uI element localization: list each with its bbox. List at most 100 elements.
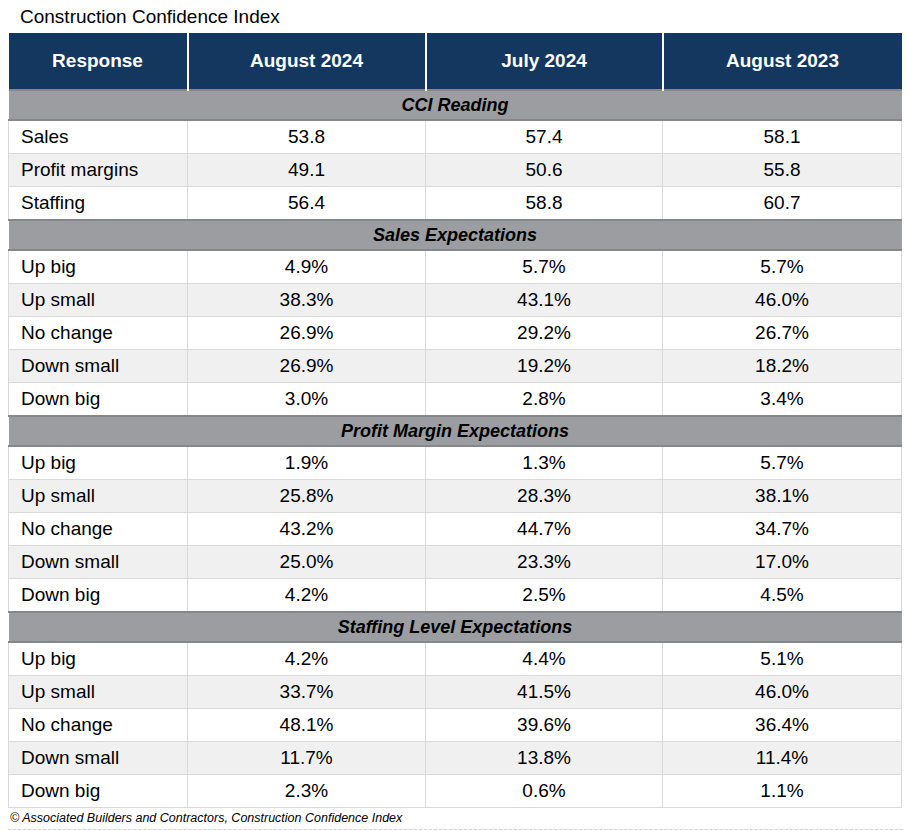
table-row: Down small11.7%13.8%11.4%: [9, 742, 902, 775]
cell-value: 43.1%: [426, 284, 663, 317]
cell-value: 41.5%: [426, 676, 663, 709]
row-label: Down small: [9, 350, 188, 383]
cell-value: 1.3%: [426, 446, 663, 480]
row-label: Up big: [9, 642, 188, 676]
cell-value: 39.6%: [426, 709, 663, 742]
row-label: Up small: [9, 676, 188, 709]
cell-value: 4.9%: [188, 250, 426, 284]
table-row: Staffing56.458.860.7: [9, 187, 902, 221]
row-label: Down small: [9, 546, 188, 579]
row-label: Down small: [9, 742, 188, 775]
row-label: Sales: [9, 120, 188, 154]
cell-value: 5.7%: [663, 250, 902, 284]
table-row: Down small25.0%23.3%17.0%: [9, 546, 902, 579]
column-header: Response: [9, 33, 188, 90]
row-label: Down big: [9, 579, 188, 613]
table-row: Up big4.9%5.7%5.7%: [9, 250, 902, 284]
row-label: Up small: [9, 480, 188, 513]
cell-value: 5.7%: [663, 446, 902, 480]
cell-value: 4.4%: [426, 642, 663, 676]
section-header-row: Staffing Level Expectations: [9, 612, 902, 642]
cell-value: 25.0%: [188, 546, 426, 579]
row-label: No change: [9, 513, 188, 546]
cell-value: 46.0%: [663, 284, 902, 317]
cell-value: 4.5%: [663, 579, 902, 613]
row-label: Down big: [9, 383, 188, 417]
cell-value: 3.4%: [663, 383, 902, 417]
cci-table: ResponseAugust 2024July 2024August 2023 …: [8, 33, 902, 808]
row-label: No change: [9, 709, 188, 742]
section-heading: Profit Margin Expectations: [9, 416, 902, 446]
table-row: Profit margins49.150.655.8: [9, 154, 902, 187]
table-row: Down big4.2%2.5%4.5%: [9, 579, 902, 613]
table-row: Up big4.2%4.4%5.1%: [9, 642, 902, 676]
cell-value: 49.1: [188, 154, 426, 187]
cell-value: 44.7%: [426, 513, 663, 546]
cell-value: 58.1: [663, 120, 902, 154]
table-row: No change48.1%39.6%36.4%: [9, 709, 902, 742]
row-label: No change: [9, 317, 188, 350]
cell-value: 4.2%: [188, 642, 426, 676]
table-row: Down small26.9%19.2%18.2%: [9, 350, 902, 383]
cell-value: 26.9%: [188, 350, 426, 383]
table-row: Up big1.9%1.3%5.7%: [9, 446, 902, 480]
cell-value: 28.3%: [426, 480, 663, 513]
cell-value: 56.4: [188, 187, 426, 221]
footer-note: © Associated Builders and Contractors, C…: [8, 808, 903, 830]
cell-value: 4.2%: [188, 579, 426, 613]
cell-value: 36.4%: [663, 709, 902, 742]
cell-value: 3.0%: [188, 383, 426, 417]
section-header-row: CCI Reading: [9, 90, 902, 120]
cell-value: 19.2%: [426, 350, 663, 383]
cell-value: 1.9%: [188, 446, 426, 480]
cell-value: 11.4%: [663, 742, 902, 775]
table-row: Sales53.857.458.1: [9, 120, 902, 154]
section-heading: Staffing Level Expectations: [9, 612, 902, 642]
row-label: Down big: [9, 775, 188, 808]
cell-value: 34.7%: [663, 513, 902, 546]
cell-value: 23.3%: [426, 546, 663, 579]
cell-value: 43.2%: [188, 513, 426, 546]
row-label: Up small: [9, 284, 188, 317]
page-title: Construction Confidence Index: [0, 0, 908, 33]
table-row: No change43.2%44.7%34.7%: [9, 513, 902, 546]
table-body: CCI ReadingSales53.857.458.1Profit margi…: [9, 90, 902, 808]
cell-value: 11.7%: [188, 742, 426, 775]
cell-value: 55.8: [663, 154, 902, 187]
table-row: Down big2.3%0.6%1.1%: [9, 775, 902, 808]
cell-value: 5.1%: [663, 642, 902, 676]
cell-value: 38.3%: [188, 284, 426, 317]
page: Construction Confidence Index ResponseAu…: [0, 0, 908, 830]
table-header: ResponseAugust 2024July 2024August 2023: [9, 33, 902, 90]
section-header-row: Profit Margin Expectations: [9, 416, 902, 446]
row-label: Up big: [9, 250, 188, 284]
section-heading: CCI Reading: [9, 90, 902, 120]
cell-value: 50.6: [426, 154, 663, 187]
row-label: Profit margins: [9, 154, 188, 187]
cell-value: 0.6%: [426, 775, 663, 808]
column-header: July 2024: [426, 33, 663, 90]
cell-value: 13.8%: [426, 742, 663, 775]
table-row: Up small25.8%28.3%38.1%: [9, 480, 902, 513]
cell-value: 53.8: [188, 120, 426, 154]
cell-value: 26.7%: [663, 317, 902, 350]
cell-value: 48.1%: [188, 709, 426, 742]
cell-value: 17.0%: [663, 546, 902, 579]
section-header-row: Sales Expectations: [9, 220, 902, 250]
cell-value: 1.1%: [663, 775, 902, 808]
cell-value: 18.2%: [663, 350, 902, 383]
cell-value: 33.7%: [188, 676, 426, 709]
header-row: ResponseAugust 2024July 2024August 2023: [9, 33, 902, 90]
column-header: August 2024: [188, 33, 426, 90]
cell-value: 58.8: [426, 187, 663, 221]
cell-value: 25.8%: [188, 480, 426, 513]
cell-value: 29.2%: [426, 317, 663, 350]
table-row: No change26.9%29.2%26.7%: [9, 317, 902, 350]
cell-value: 2.3%: [188, 775, 426, 808]
cell-value: 5.7%: [426, 250, 663, 284]
row-label: Staffing: [9, 187, 188, 221]
cell-value: 26.9%: [188, 317, 426, 350]
column-header: August 2023: [663, 33, 902, 90]
table-row: Up small33.7%41.5%46.0%: [9, 676, 902, 709]
cell-value: 2.5%: [426, 579, 663, 613]
